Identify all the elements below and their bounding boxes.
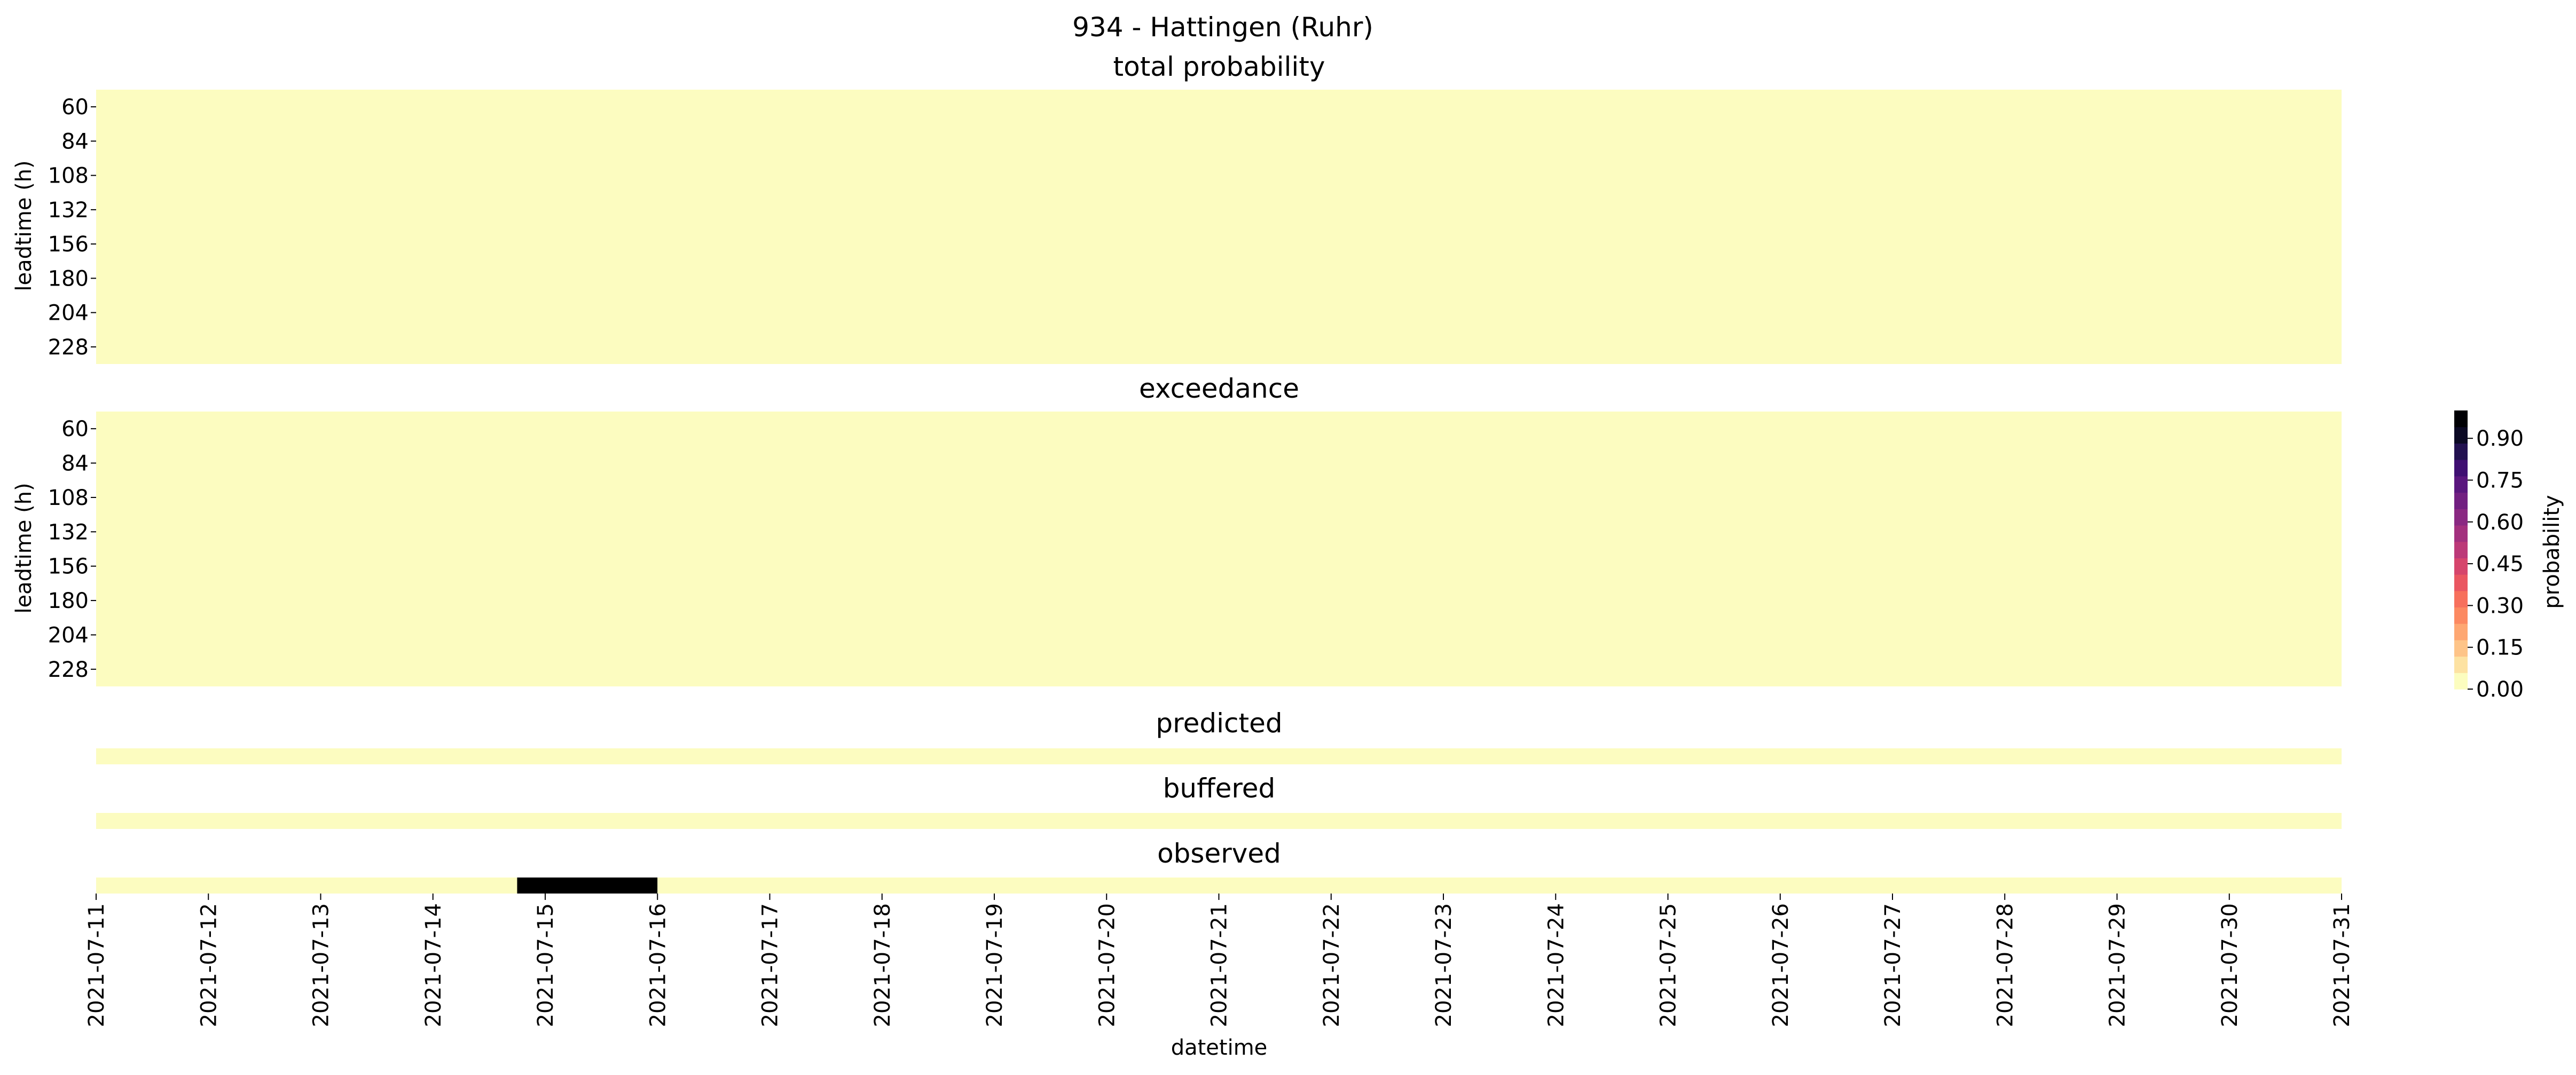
y-axis-label-exceedance: leadtime (h) (12, 483, 36, 613)
x-tick-label: 2021-07-14 (421, 903, 446, 1027)
y-tick-label: 132 (48, 520, 89, 544)
colorbar-segment (2454, 410, 2468, 428)
heatmap-cells-exceedance (96, 412, 2342, 686)
x-tick-label: 2021-07-16 (646, 903, 670, 1027)
y-tick-label: 108 (48, 164, 89, 188)
panel-title-total-probability: total probability (1113, 51, 1325, 82)
y-tick-label: 228 (48, 335, 89, 360)
colorbar-segment (2454, 607, 2468, 624)
colorbar-segment (2454, 656, 2468, 673)
colorbar-tick-label: 0.45 (2476, 552, 2524, 576)
heatmap-cells-total-probability (96, 90, 2342, 364)
colorbar-segment (2454, 476, 2468, 493)
panel-exceedance: exceedance 60 84 108 132 156 180 204 228 leadti… (12, 373, 2342, 686)
heatmap-cells-observed (96, 878, 2342, 894)
colorbar-ticks: 0.00 0.15 0.30 0.45 0.60 0.75 0.90 (2468, 426, 2524, 702)
colorbar-label: probability (2540, 495, 2564, 608)
x-tick-label: 2021-07-22 (1320, 903, 1344, 1027)
y-tick-label: 180 (48, 266, 89, 291)
y-tick-label: 132 (48, 198, 89, 223)
x-tick-label: 2021-07-18 (870, 903, 895, 1027)
x-tick-label: 2021-07-27 (1881, 903, 1905, 1027)
heatmap-cell (657, 878, 2342, 894)
heatmap-cell (96, 90, 2342, 364)
colorbar-tick-label: 0.60 (2476, 510, 2524, 535)
colorbar-tick-label: 0.15 (2476, 636, 2524, 660)
y-tick-label: 180 (48, 589, 89, 613)
panel-title-observed: observed (1157, 838, 1281, 869)
x-tick-label: 2021-07-15 (533, 903, 558, 1027)
x-tick-label: 2021-07-31 (2330, 903, 2354, 1027)
y-tick-label: 84 (61, 452, 89, 476)
colorbar-tick-label: 0.30 (2476, 594, 2524, 618)
colorbar-tick-label: 0.75 (2476, 469, 2524, 493)
x-tick-label: 2021-07-28 (1993, 903, 2017, 1027)
x-tick-label: 2021-07-12 (197, 903, 221, 1027)
panel-title-exceedance: exceedance (1139, 373, 1299, 404)
colorbar-segment (2454, 525, 2468, 542)
colorbar-segment (2454, 558, 2468, 575)
y-tick-label: 108 (48, 486, 89, 510)
x-tick-label: 2021-07-26 (1769, 903, 1793, 1027)
heatmap-cell (96, 878, 517, 894)
heatmap-cell (96, 813, 2342, 829)
x-ticks: 2021-07-11 2021-07-12 2021-07-13 2021-07-14… (84, 894, 2354, 1027)
y-tick-label: 84 (61, 129, 89, 154)
heatmap-cells-predicted (96, 748, 2342, 764)
colorbar-segment (2454, 574, 2468, 591)
colorbar-segments (2454, 410, 2468, 690)
y-tick-label: 204 (48, 623, 89, 647)
x-tick-label: 2021-07-21 (1207, 903, 1232, 1027)
y-ticks-exceedance: 60 84 108 132 156 180 204 228 (48, 417, 96, 682)
colorbar-segment (2454, 460, 2468, 477)
panel-title-predicted: predicted (1156, 708, 1282, 739)
x-tick-label: 2021-07-29 (2106, 903, 2130, 1027)
x-tick-label: 2021-07-11 (84, 903, 109, 1027)
colorbar: 0.00 0.15 0.30 0.45 0.60 0.75 0.90 probability (2454, 410, 2564, 702)
panel-buffered: buffered (96, 773, 2342, 829)
x-tick-label: 2021-07-30 (2218, 903, 2242, 1027)
colorbar-segment (2454, 492, 2468, 509)
colorbar-segment (2454, 623, 2468, 641)
heatmap-cell (96, 412, 2342, 686)
x-tick-label: 2021-07-25 (1656, 903, 1681, 1027)
y-tick-label: 204 (48, 301, 89, 326)
colorbar-segment (2454, 673, 2468, 690)
panel-total-probability: total probability 60 84 108 132 156 180 204 228… (12, 51, 2342, 364)
x-axis-label: datetime (1171, 1036, 1268, 1060)
y-tick-label: 60 (61, 417, 89, 441)
figure-title: 934 - Hattingen (Ruhr) (1072, 12, 1373, 43)
x-tick-label: 2021-07-13 (309, 903, 334, 1027)
colorbar-segment (2454, 590, 2468, 608)
heatmap-cell (96, 748, 2342, 764)
y-tick-label: 156 (48, 232, 89, 257)
x-tick-label: 2021-07-17 (758, 903, 783, 1027)
x-tick-label: 2021-07-23 (1432, 903, 1456, 1027)
x-tick-label: 2021-07-19 (983, 903, 1007, 1027)
y-tick-label: 60 (61, 95, 89, 120)
y-axis-label-total-probability: leadtime (h) (12, 160, 36, 291)
heatmap-cells-buffered (96, 813, 2342, 829)
y-tick-label: 228 (48, 658, 89, 682)
colorbar-segment (2454, 509, 2468, 526)
panel-title-buffered: buffered (1163, 773, 1276, 804)
panel-observed: observed 2021-07-11 2021-07-12 2021-07-13 2… (84, 838, 2354, 1060)
colorbar-segment (2454, 426, 2468, 444)
panel-predicted: predicted (96, 708, 2342, 764)
heatmap-cell (517, 878, 658, 894)
colorbar-tick-label: 0.00 (2476, 677, 2524, 702)
y-tick-label: 156 (48, 555, 89, 579)
x-tick-label: 2021-07-20 (1095, 903, 1119, 1027)
colorbar-segment (2454, 541, 2468, 558)
x-tick-label: 2021-07-24 (1544, 903, 1568, 1027)
colorbar-tick-label: 0.90 (2476, 426, 2524, 451)
colorbar-segment (2454, 443, 2468, 460)
colorbar-segment (2454, 639, 2468, 657)
y-ticks-total-probability: 60 84 108 132 156 180 204 228 (48, 95, 96, 360)
